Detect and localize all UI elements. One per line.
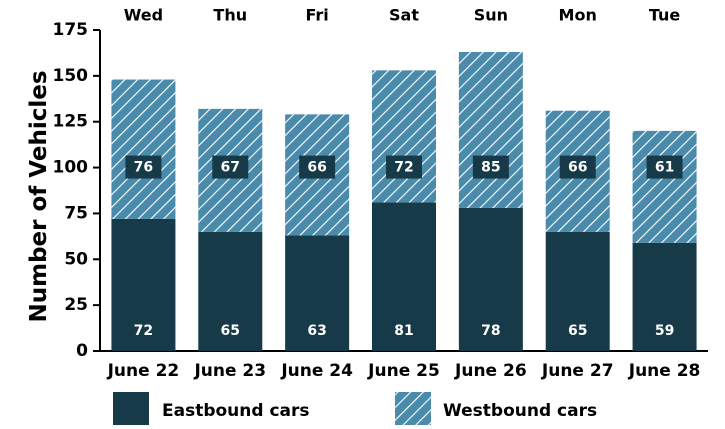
bar-eastbound [372,202,436,351]
data-label-westbound: 66 [307,160,326,176]
x-tick-label: June 26 [454,361,527,381]
y-axis-label: Number of Vehicles [26,70,52,322]
data-label-box [472,155,509,179]
bar-westbound [372,70,436,203]
x-tick-label: June 27 [541,361,614,381]
legend-label-westbound: Westbound cars [443,401,597,421]
legend-swatch-eastbound [113,392,149,428]
y-tick-label: 175 [53,20,89,40]
data-label-eastbound: 78 [481,323,500,339]
bars [111,52,697,351]
bar-westbound [458,52,523,208]
x-tick-label: June 22 [107,361,180,381]
bar-eastbound [198,231,263,351]
y-tick-label: 150 [53,66,89,86]
bar-westbound [632,130,697,243]
y-tick-label: 0 [76,341,88,361]
y-tick-label: 75 [64,203,88,223]
y-tick-label: 100 [53,158,89,178]
day-label: Mon [559,6,597,25]
x-tick-label: June 25 [367,361,440,381]
x-tick-label: June 23 [193,361,266,381]
bar-westbound [111,79,176,219]
axes: 0 25 50 75 100 125 150 175 Number of Vehicles Jun… [26,6,708,381]
legend-swatch-westbound [395,392,431,428]
day-label: Sat [389,6,419,25]
y-tick-label: 25 [64,295,88,315]
day-label: Sun [474,6,508,25]
day-label: Fri [306,6,329,25]
bar-eastbound [111,218,176,351]
legend-label-eastbound: Eastbound cars [162,401,310,421]
data-label-eastbound: 72 [134,323,153,339]
data-label-westbound: 61 [655,160,674,176]
data-label-westbound: 72 [394,160,413,176]
bar-eastbound [285,235,350,351]
y-tick-label: 50 [64,249,88,269]
data-label-box [559,155,596,179]
data-label-eastbound: 63 [307,323,326,339]
day-label: Thu [213,6,247,25]
data-label-westbound: 66 [568,160,587,176]
data-label-eastbound: 81 [394,323,413,339]
data-label-westbound: 76 [134,160,153,176]
data-label-box [212,155,249,179]
data-label-westbound: 67 [221,160,240,176]
data-label-box [646,155,683,179]
bar-eastbound [632,242,697,351]
data-label-box [299,155,336,179]
x-tick-label: June 28 [628,361,701,381]
data-label-eastbound: 65 [568,323,587,339]
data-label-box [125,155,162,179]
data-label-box [386,155,422,179]
day-label: Wed [124,6,163,25]
day-label: Tue [649,6,681,25]
data-label-eastbound: 65 [221,323,240,339]
data-label-eastbound: 59 [655,323,674,339]
data-labels: 72 76 65 67 63 66 81 72 78 85 65 66 59 61 [125,155,683,339]
bar-eastbound [458,207,523,351]
bar-eastbound [545,231,610,351]
y-tick-label: 125 [53,112,89,132]
legend: Eastbound cars Westbound cars [113,392,597,428]
data-label-westbound: 85 [481,160,500,176]
x-tick-label: June 24 [280,361,353,381]
